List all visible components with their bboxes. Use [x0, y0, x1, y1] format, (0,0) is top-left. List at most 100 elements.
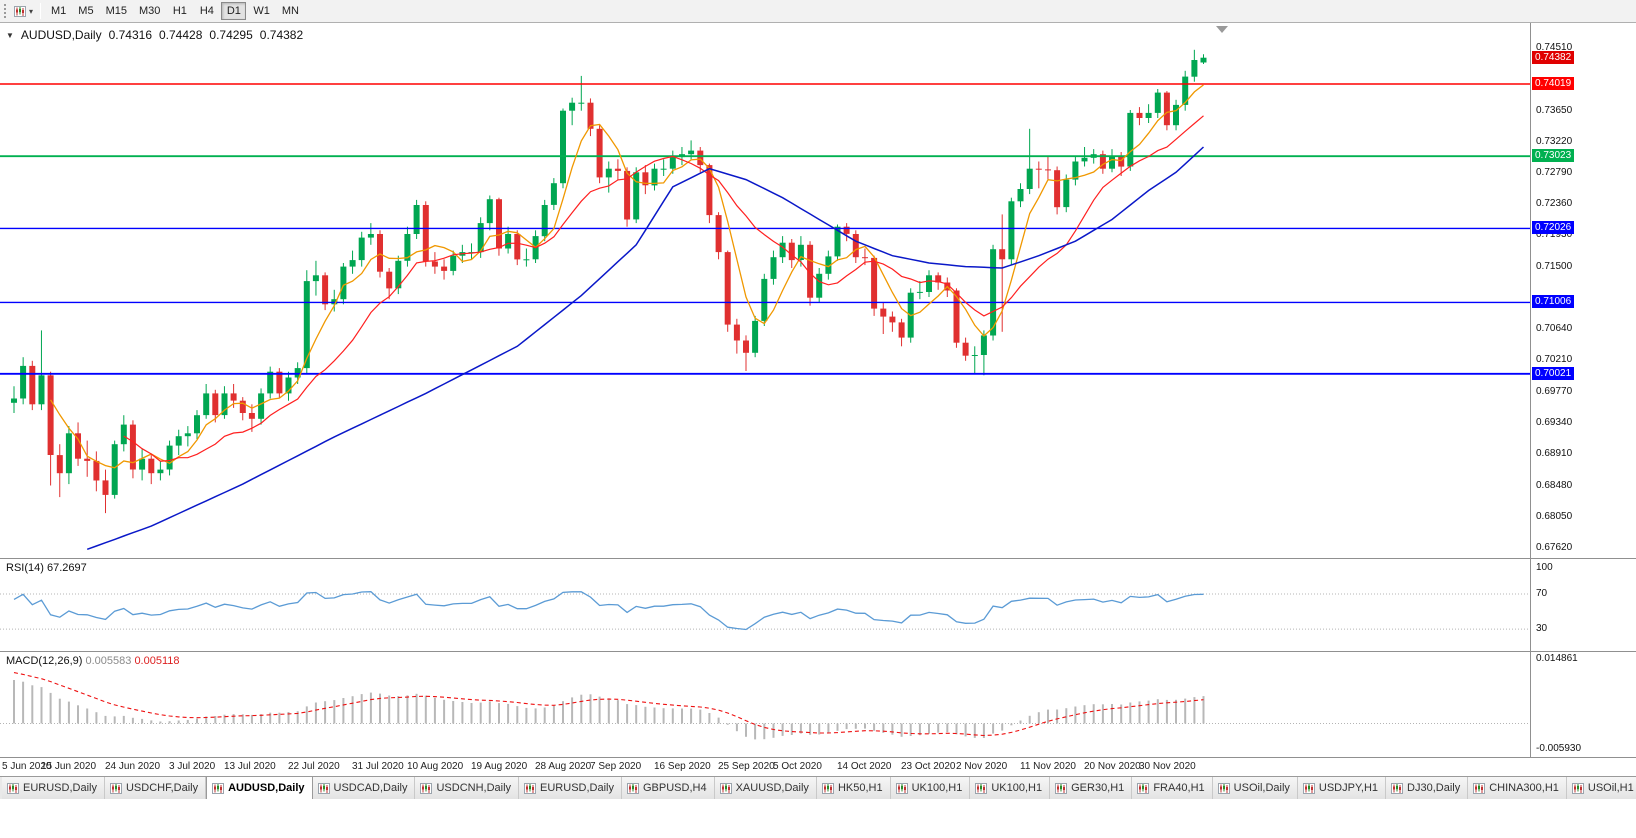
time-axis-label: 24 Jun 2020 [105, 761, 161, 772]
tab-chart-icon [895, 782, 908, 794]
chart-tab-hk50-h1[interactable]: HK50,H1 [816, 777, 891, 799]
macd-histogram [13, 680, 1205, 740]
timeframe-buttons: M1 M5 M15 M30 H1 H4 D1 W1 MN [45, 2, 305, 20]
chart-tab-usdcad-daily[interactable]: USDCAD,Daily [312, 777, 416, 799]
tab-label: UK100,H1 [911, 782, 963, 794]
price-axis[interactable]: 0.74510 0.73650 0.73220 0.72790 0.72360 0.719… [1530, 23, 1636, 558]
tab-chart-icon [524, 782, 537, 794]
one-click-trading-toggle[interactable]: ▼ [6, 30, 14, 40]
chart-tab-eurusd-daily[interactable]: EURUSD,Daily [2, 777, 105, 799]
tab-chart-icon [821, 782, 834, 794]
chart-tab-audusd-daily[interactable]: AUDUSD,Daily [206, 777, 313, 799]
time-axis-label: 3 Jul 2020 [169, 761, 216, 772]
tab-label: XAUUSD,Daily [735, 782, 809, 794]
tab-label: GER30,H1 [1071, 782, 1125, 794]
rsi-panel[interactable]: RSI(14) 67.2697 100 70 30 [0, 558, 1636, 651]
chart-tabs-bar: EURUSD,Daily USDCHF,Daily AUDUSD,Daily USDC… [0, 776, 1636, 799]
price-axis-tick: 0.72360 [1536, 198, 1573, 209]
rsi-axis-tick-70: 70 [1536, 588, 1548, 599]
chart-tab-gbpusd-h4[interactable]: GBPUSD,H4 [622, 777, 715, 799]
empty-area [0, 799, 1636, 838]
time-axis[interactable]: 5 Jun 2020 15 Jun 2020 24 Jun 2020 3 Jul 20… [0, 757, 1636, 776]
toolbar-separator [40, 3, 42, 19]
price-axis-tick: 0.71500 [1536, 261, 1573, 272]
chart-tab-usdchf-daily[interactable]: USDCHF,Daily [104, 777, 207, 799]
chart-tab-usdcnh-daily[interactable]: USDCNH,Daily [415, 777, 520, 799]
macd-canvas[interactable] [0, 652, 1530, 757]
chart-tab-uk100-h1[interactable]: UK100,H1 [890, 777, 971, 799]
timeframe-button-h4[interactable]: H4 [199, 5, 214, 17]
tab-label: EURUSD,Daily [540, 782, 614, 794]
macd-axis[interactable]: 0.014861 -0.005930 [1530, 652, 1636, 757]
price-badge-0.73023: 0.73023 [1532, 149, 1575, 162]
ohlc-open: 0.74316 [108, 28, 152, 42]
tab-label: USOil,H1 [1587, 782, 1634, 794]
timeframe-button-m5[interactable]: M5 [78, 5, 94, 17]
macd-main-value: 0.005583 [85, 655, 132, 667]
time-axis-label: 5 Jun 2020 [2, 761, 52, 772]
chart-tab-china300-h1[interactable]: CHINA300,H1 [1468, 777, 1567, 799]
main-chart-panel[interactable]: ▼ AUDUSD,Daily 0.74316 0.74428 0.74295 0… [0, 23, 1636, 558]
time-axis-label: 28 Aug 2020 [535, 761, 592, 772]
tab-label: FRA40,H1 [1153, 782, 1205, 794]
time-axis-label: 22 Jul 2020 [288, 761, 340, 772]
tab-label: CHINA300,H1 [1489, 782, 1559, 794]
tab-label: USDCHF,Daily [125, 782, 199, 794]
macd-name: MACD(12,26,9) [6, 655, 83, 667]
rsi-axis[interactable]: 100 70 30 [1530, 559, 1636, 651]
tab-chart-icon [719, 782, 732, 794]
chart-tab-uk100-h1[interactable]: UK100,H1 [970, 777, 1051, 799]
ma-mid-line [123, 115, 1204, 462]
rsi-value: 67.2697 [46, 562, 87, 574]
time-axis-label: 5 Oct 2020 [773, 761, 822, 772]
chart-tab-ger30-h1[interactable]: GER30,H1 [1050, 777, 1133, 799]
timeframe-button-mn[interactable]: MN [281, 5, 299, 17]
price-chart-canvas[interactable] [0, 23, 1530, 558]
price-axis-tick: 0.67620 [1536, 542, 1573, 553]
macd-panel[interactable]: MACD(12,26,9) 0.005583 0.005118 0.014861… [0, 651, 1636, 757]
toolbar-grip[interactable] [4, 4, 8, 18]
tab-chart-icon [1473, 782, 1486, 794]
tab-chart-icon [627, 782, 639, 794]
timeframe-button-m30[interactable]: M30 [138, 5, 161, 17]
rsi-canvas[interactable] [0, 559, 1530, 651]
chart-tab-eurusd-daily[interactable]: EURUSD,Daily [519, 777, 622, 799]
tab-chart-icon [212, 782, 225, 794]
time-axis-label: 13 Jul 2020 [224, 761, 276, 772]
chart-shift-marker-icon[interactable] [1216, 26, 1228, 33]
chart-symbol-label: AUDUSD,Daily [20, 28, 102, 42]
chart-tab-fra40-h1[interactable]: FRA40,H1 [1132, 777, 1213, 799]
chart-type-button[interactable] [12, 5, 28, 18]
ma-fast-line [50, 84, 1204, 469]
rsi-line [13, 591, 1204, 631]
price-axis-tick: 0.68050 [1536, 511, 1573, 522]
tab-label: EURUSD,Daily [23, 782, 97, 794]
candlestick-chart-icon [14, 5, 26, 17]
tab-chart-icon [1137, 782, 1150, 794]
timeframe-button-w1[interactable]: W1 [253, 5, 270, 17]
chart-tab-xauusd-daily[interactable]: XAUUSD,Daily [714, 777, 817, 799]
ohlc-low: 0.74295 [209, 28, 253, 42]
timeframe-button-m15[interactable]: M15 [105, 5, 127, 17]
ma-slow-line [86, 146, 1205, 551]
tab-label: DJ30,Daily [1407, 782, 1461, 794]
horizontal-level-lines[interactable] [0, 83, 1530, 375]
timeframe-button-h1[interactable]: H1 [172, 5, 187, 17]
timeframe-button-d1[interactable]: D1 [221, 2, 247, 20]
chart-tab-usoil-h1[interactable]: USOil,H1 [1566, 777, 1636, 799]
tab-chart-icon [420, 782, 433, 794]
chart-tab-usdjpy-h1[interactable]: USDJPY,H1 [1297, 777, 1387, 799]
chart-tab-usoil-daily[interactable]: USOil,Daily [1212, 777, 1298, 799]
time-axis-label: 23 Oct 2020 [901, 761, 956, 772]
tab-label: USOil,Daily [1233, 782, 1290, 794]
time-axis-label: 11 Nov 2020 [1020, 761, 1076, 772]
timeframe-button-m1[interactable]: M1 [51, 5, 67, 17]
chevron-down-icon[interactable]: ▾ [29, 6, 34, 16]
chart-tab-dj30-daily[interactable]: DJ30,Daily [1386, 777, 1469, 799]
time-axis-label: 16 Sep 2020 [654, 761, 711, 772]
tab-label: USDJPY,H1 [1318, 782, 1379, 794]
time-axis-label: 25 Sep 2020 [718, 761, 775, 772]
tab-chart-icon [7, 782, 19, 794]
price-badge-0.71006: 0.71006 [1532, 295, 1575, 308]
